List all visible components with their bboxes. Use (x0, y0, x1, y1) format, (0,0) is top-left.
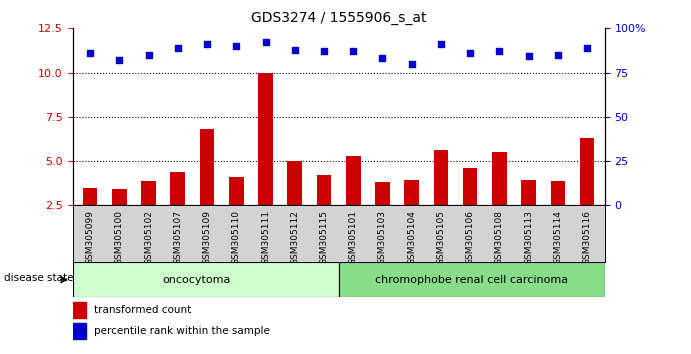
Text: GSM305105: GSM305105 (437, 210, 446, 265)
Bar (200, 129, 214, 205)
Bar (171, 172, 185, 205)
Text: transformed count: transformed count (94, 305, 191, 315)
Point (84, 50, 95, 56)
Bar (73, 302, 86, 318)
Text: GSM305106: GSM305106 (466, 210, 475, 265)
Bar (258, 73, 273, 205)
Bar (492, 152, 507, 205)
Bar (551, 181, 565, 205)
Point (552, 52, 563, 58)
Text: GSM305103: GSM305103 (378, 210, 387, 265)
Point (348, 48, 359, 54)
Bar (287, 161, 302, 205)
Text: GSM305100: GSM305100 (115, 210, 124, 265)
Text: GDS3274 / 1555906_s_at: GDS3274 / 1555906_s_at (251, 11, 426, 25)
Point (290, 47, 301, 52)
Text: chromophobe renal cell carcinoma: chromophobe renal cell carcinoma (375, 275, 568, 285)
Bar (141, 181, 156, 205)
Point (319, 48, 330, 54)
Bar (112, 189, 126, 205)
Text: GSM305108: GSM305108 (495, 210, 504, 265)
Text: GSM305112: GSM305112 (290, 210, 299, 265)
FancyBboxPatch shape (339, 262, 605, 297)
Point (202, 41, 213, 47)
Text: percentile rank within the sample: percentile rank within the sample (94, 326, 269, 336)
Point (406, 61, 417, 67)
Bar (316, 175, 331, 205)
Bar (521, 180, 536, 205)
Text: oncocytoma: oncocytoma (162, 275, 231, 285)
Point (114, 57, 125, 63)
Bar (404, 180, 419, 205)
Point (523, 53, 534, 59)
Bar (463, 168, 477, 205)
Text: disease state: disease state (3, 273, 73, 283)
Text: GSM305114: GSM305114 (553, 210, 562, 265)
Point (143, 52, 154, 58)
Bar (580, 138, 594, 205)
FancyBboxPatch shape (73, 262, 339, 297)
Bar (229, 177, 243, 205)
Text: GSM305107: GSM305107 (173, 210, 182, 265)
Point (464, 50, 475, 56)
Bar (83, 188, 97, 205)
Point (377, 56, 388, 61)
Point (582, 45, 593, 51)
Text: GSM305110: GSM305110 (231, 210, 240, 265)
Text: GSM305101: GSM305101 (349, 210, 358, 265)
Point (494, 48, 505, 54)
Bar (434, 150, 448, 205)
Text: GSM305099: GSM305099 (86, 210, 95, 265)
Text: GSM305104: GSM305104 (407, 210, 416, 265)
Bar (346, 156, 361, 205)
Text: GSM305111: GSM305111 (261, 210, 270, 265)
Text: GSM305109: GSM305109 (202, 210, 211, 265)
Bar (73, 323, 86, 339)
Text: GSM305115: GSM305115 (319, 210, 328, 265)
Point (260, 40, 271, 45)
Text: GSM305116: GSM305116 (583, 210, 591, 265)
Bar (375, 182, 390, 205)
Text: GSM305113: GSM305113 (524, 210, 533, 265)
Point (435, 41, 446, 47)
Text: GSM305102: GSM305102 (144, 210, 153, 265)
Point (231, 43, 242, 49)
Point (172, 45, 183, 51)
